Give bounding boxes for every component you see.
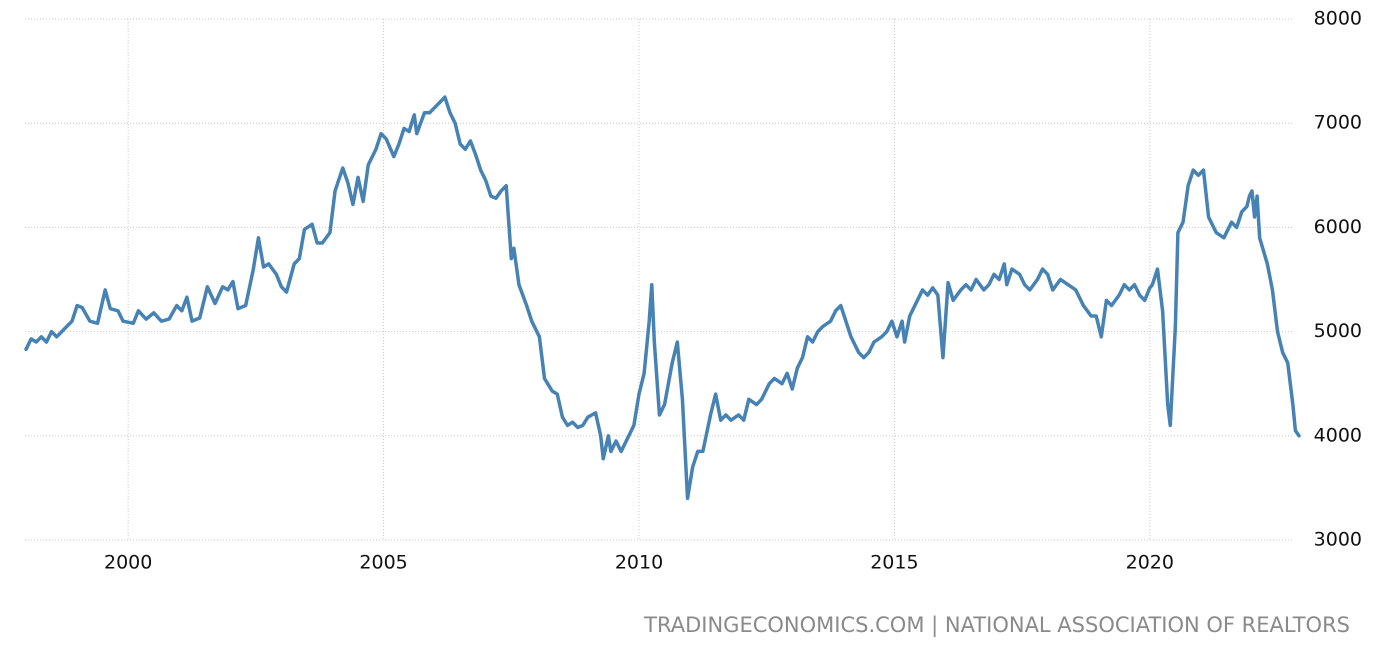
data-line: [24, 95, 1301, 501]
x-tick-label: 2015: [870, 552, 918, 574]
y-tick-label: 7000: [1314, 112, 1362, 134]
x-tick-label: 2005: [359, 552, 407, 574]
x-tick-label: 2020: [1126, 552, 1174, 574]
y-tick-label: 3000: [1314, 529, 1362, 551]
source-note: TRADINGECONOMICS.COM | NATIONAL ASSOCIAT…: [643, 613, 1350, 638]
y-tick-label: 6000: [1314, 216, 1362, 238]
x-tick-label: 2000: [104, 552, 152, 574]
y-tick-label: 5000: [1314, 320, 1362, 342]
y-tick-label: 8000: [1314, 8, 1362, 30]
y-tick-label: 4000: [1314, 424, 1362, 446]
x-tick-label: 2010: [615, 552, 663, 574]
